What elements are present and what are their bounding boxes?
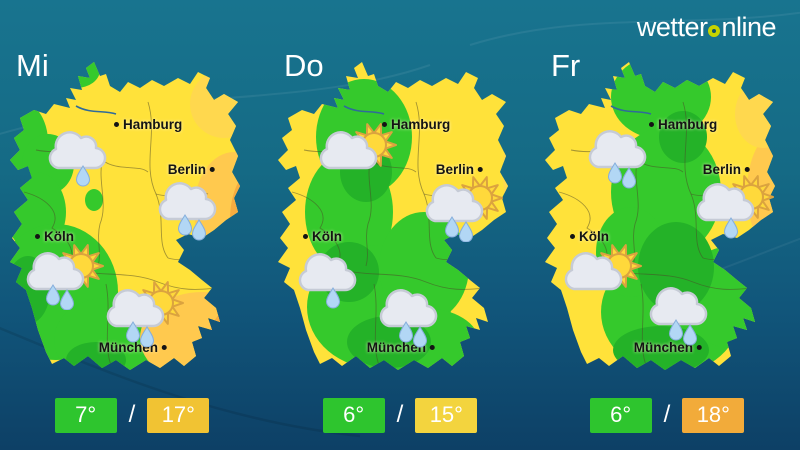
weather-icon-sun-rain-1 [696,175,774,239]
city-label-berlin: Berlin [703,162,750,177]
temperature-color-region [503,117,508,227]
temperature-color-region [735,80,775,148]
city-name: Köln [44,229,74,244]
germany-map-wrap: Hamburg Berlin Köln München [6,52,258,392]
max-temp-badge: 18° [682,397,745,433]
city-label-berlin: Berlin [436,162,483,177]
city-name: Köln [312,229,342,244]
elbe-river-line [610,105,652,115]
city-name: München [366,340,426,355]
temperature-range: 6° / 18° [541,397,793,433]
weather-icon-sun-cloud [564,244,642,291]
min-temp-badge: 6° [589,397,652,433]
city-label-hamburg: Hamburg [649,117,717,132]
city-dot [303,234,308,239]
temp-separator: / [663,401,671,428]
city-dot [210,167,215,172]
city-name: Berlin [435,162,474,177]
weather-icon-sun-rain-2 [425,176,503,242]
wetteronline-logo: wetter nline [636,12,777,43]
temperature-color-region [190,70,240,138]
elbe-river-line [75,105,117,115]
temperature-color-region [491,282,508,358]
weather-icon-sun-cloud [319,123,397,170]
city-dot [382,122,387,127]
city-dot [478,167,483,172]
city-name: Berlin [702,162,741,177]
city-dot [35,234,40,239]
weather-icon-rain-1 [48,131,107,187]
temperature-range: 7° / 17° [6,397,258,433]
city-dot [570,234,575,239]
forecast-day-panel-mi: Mi [6,48,258,444]
max-temp-badge: 15° [415,397,478,433]
day-label: Do [284,48,324,83]
temp-separator: / [128,401,136,428]
weather-icon-rain-2 [588,130,647,189]
city-dot [162,345,167,350]
temp-separator: / [396,401,404,428]
city-label-hamburg: Hamburg [382,117,450,132]
min-temp-badge: 7° [54,397,117,433]
city-label-kln: Köln [35,229,74,244]
city-dot [430,345,435,350]
city-dot [697,345,702,350]
germany-map-wrap: Hamburg Berlin Köln München [541,52,793,392]
weather-icon-sun-rain-2 [106,281,184,347]
city-name: Hamburg [123,117,183,132]
forecast-day-panel-fr: Fr [541,48,793,444]
city-label-mnchen: München [367,340,435,355]
temperature-color-region [52,62,100,88]
temperature-color-region [638,222,714,312]
weather-icon-rain-1 [298,253,357,309]
city-label-kln: Köln [570,229,609,244]
temperature-color-region [85,189,103,211]
city-label-hamburg: Hamburg [114,117,182,132]
city-dot [114,122,119,127]
min-temp-badge: 6° [322,397,385,433]
city-name: Hamburg [658,117,718,132]
max-temp-badge: 17° [147,397,210,433]
city-name: Köln [579,229,609,244]
city-label-kln: Köln [303,229,342,244]
weather-icon-rain-2 [649,287,708,346]
city-label-mnchen: München [634,340,702,355]
city-label-berlin: Berlin [168,162,215,177]
weather-icon-rain-2 [158,182,217,241]
city-dot [745,167,750,172]
weather-icon-rain-2 [379,289,438,348]
day-label: Mi [16,48,49,83]
city-dot [649,122,654,127]
germany-map-wrap: Hamburg Berlin Köln München [274,52,526,392]
logo-o-icon [708,24,721,37]
day-label: Fr [551,48,581,83]
weather-icon-sun-rain-2 [26,244,104,310]
elbe-river-line [343,105,385,115]
logo-text-prefix: wetter [636,12,708,42]
logo-text-suffix: nline [721,12,776,42]
temperature-color-region [659,111,707,163]
forecast-day-panel-do: Do [274,48,526,444]
city-name: München [633,340,693,355]
temperature-range: 6° / 15° [274,397,526,433]
city-name: Hamburg [391,117,451,132]
city-name: Berlin [167,162,206,177]
